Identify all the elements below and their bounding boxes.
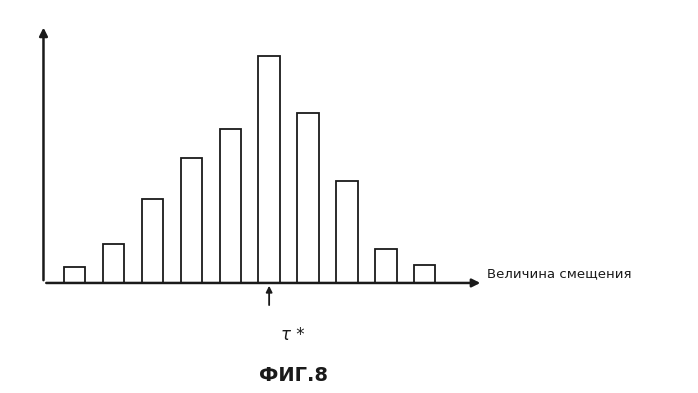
Bar — [220, 129, 241, 283]
Bar — [375, 249, 396, 283]
Bar — [258, 57, 280, 283]
Text: ФИГ.8: ФИГ.8 — [259, 366, 327, 385]
Text: Величина смещения: Величина смещения — [487, 267, 632, 280]
Bar — [336, 181, 357, 283]
Bar — [142, 199, 163, 283]
Bar — [297, 113, 319, 283]
Bar — [103, 244, 124, 283]
Bar — [414, 265, 436, 283]
Bar — [181, 158, 202, 283]
Text: τ *: τ * — [281, 326, 304, 344]
Bar — [64, 267, 85, 283]
